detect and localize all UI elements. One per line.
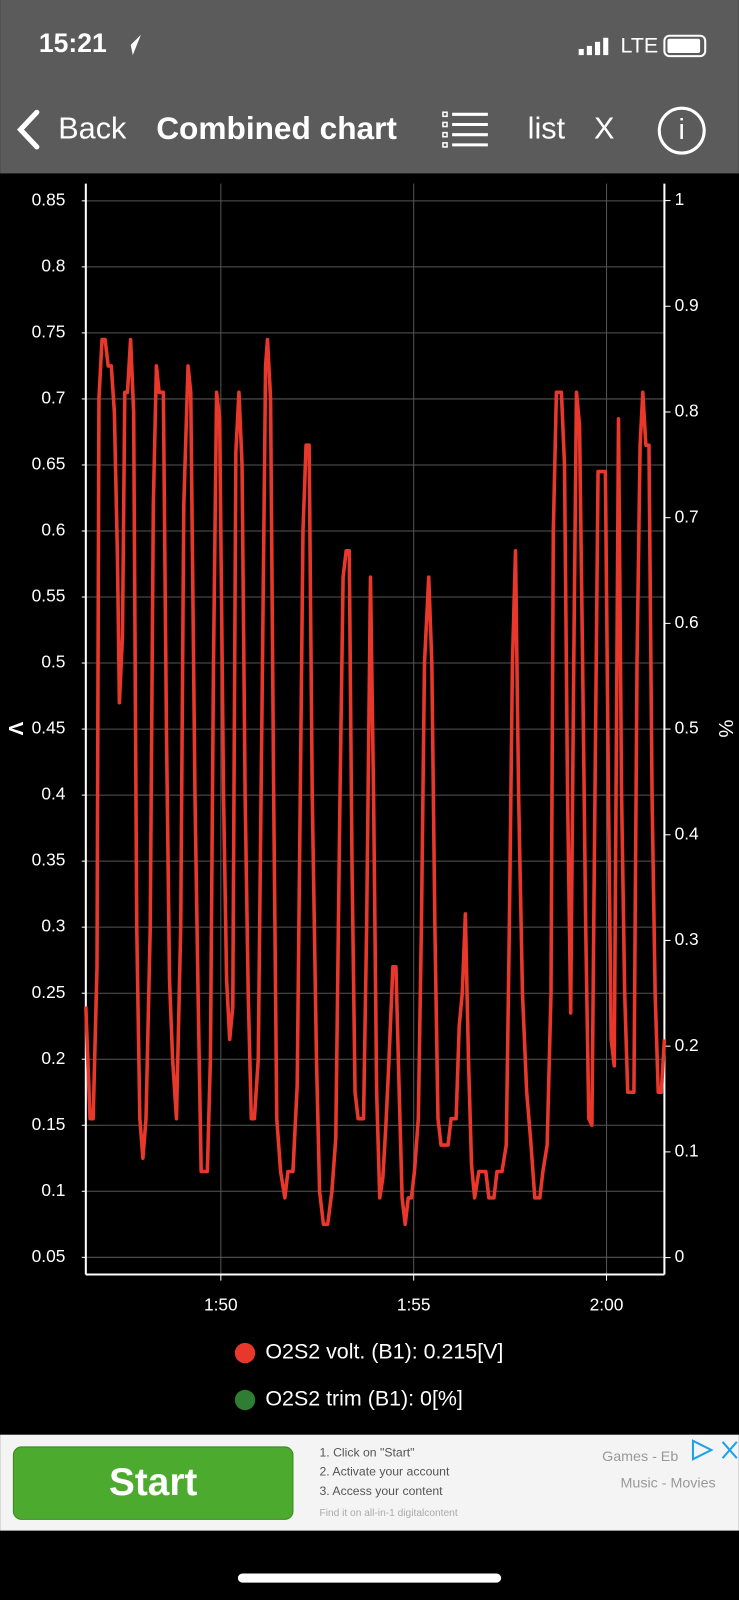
header-bg bbox=[0, 0, 739, 174]
y-tick-label: 0.25 bbox=[32, 982, 66, 1002]
data-line bbox=[84, 337, 667, 1227]
y2-tick-label: 0.2 bbox=[675, 1035, 699, 1055]
y-tick-label: 0.45 bbox=[32, 718, 66, 738]
y-tick-label: 0.5 bbox=[41, 652, 65, 672]
y2-tick-label: 0.6 bbox=[675, 612, 699, 632]
y-tick-label: 0.55 bbox=[32, 586, 66, 606]
y2-tick-label: 0.1 bbox=[675, 1140, 699, 1160]
info-button[interactable]: i bbox=[679, 114, 685, 146]
ad-choices-icon[interactable] bbox=[691, 1439, 714, 1461]
y-tick-label: 0.8 bbox=[41, 255, 65, 275]
ad-close-icon[interactable] bbox=[721, 1441, 738, 1459]
legend-label: O2S2 volt. (B1): 0.215[V] bbox=[265, 1340, 503, 1364]
ad-step: 2. Activate your account bbox=[320, 1465, 450, 1479]
x-tick-label: 1:55 bbox=[397, 1295, 431, 1315]
back-icon[interactable] bbox=[17, 109, 40, 150]
y-tick-label: 0.6 bbox=[41, 520, 65, 540]
y2-tick-label: 1 bbox=[675, 189, 685, 209]
ad-tag: Games - Eb bbox=[602, 1449, 678, 1465]
y-tick-label: 0.75 bbox=[32, 321, 66, 341]
x-tick-label: 1:50 bbox=[204, 1295, 238, 1315]
y-tick-label: 0.35 bbox=[32, 850, 66, 870]
nav-title: Combined chart bbox=[156, 110, 397, 146]
info-icon[interactable] bbox=[657, 106, 706, 155]
y-tick-label: 0.2 bbox=[41, 1048, 65, 1068]
x-tick-label: 2:00 bbox=[590, 1295, 624, 1315]
status-network: LTE bbox=[621, 34, 659, 58]
y2-axis-label: % bbox=[714, 720, 736, 738]
home-indicator bbox=[237, 1573, 502, 1583]
back-button[interactable]: Back bbox=[58, 112, 127, 146]
ad-footer: Find it on all-in-1 digitalcontent bbox=[320, 1508, 458, 1519]
y-tick-label: 0.15 bbox=[32, 1114, 66, 1134]
y2-tick-label: 0.9 bbox=[675, 295, 699, 315]
ad-tag: Music - Movies bbox=[621, 1475, 716, 1491]
list-button[interactable]: list bbox=[528, 112, 566, 146]
y-tick-label: 0.65 bbox=[32, 454, 66, 474]
close-button[interactable]: X bbox=[594, 112, 614, 146]
y2-tick-label: 0.3 bbox=[675, 929, 699, 949]
ad-button[interactable]: Start bbox=[109, 1461, 197, 1504]
battery-level bbox=[667, 38, 701, 54]
status-time: 15:21 bbox=[39, 28, 107, 58]
y2-tick-label: 0.8 bbox=[675, 401, 699, 421]
legend-swatch bbox=[234, 1389, 256, 1411]
y-tick-label: 0.1 bbox=[41, 1180, 65, 1200]
y-tick-label: 0.4 bbox=[41, 784, 65, 804]
signal-icon bbox=[578, 37, 609, 56]
list-icon[interactable] bbox=[442, 111, 488, 148]
y-tick-label: 0.05 bbox=[32, 1246, 66, 1266]
y-axis-label: V bbox=[4, 722, 26, 736]
chart: 0.05 0.1 0.15 0.2 0.25 0.3 0.35 0.4 0.45 0.5 0.55 0… bbox=[32, 183, 699, 1411]
legend-swatch bbox=[234, 1342, 256, 1364]
y2-tick-label: 0 bbox=[675, 1246, 685, 1266]
legend-label: O2S2 trim (B1): 0[%] bbox=[265, 1387, 462, 1411]
battery-icon bbox=[663, 34, 707, 58]
y-tick-label: 0.3 bbox=[41, 916, 65, 936]
ad-step: 1. Click on "Start" bbox=[320, 1445, 415, 1459]
y-tick-label: 0.85 bbox=[32, 189, 66, 209]
ad-step: 3. Access your content bbox=[320, 1484, 444, 1498]
y2-tick-label: 0.5 bbox=[675, 718, 699, 738]
y-tick-label: 0.7 bbox=[41, 388, 65, 408]
ad-button-bg[interactable] bbox=[12, 1446, 294, 1520]
location-icon bbox=[122, 34, 141, 56]
y2-tick-label: 0.4 bbox=[675, 823, 699, 843]
y2-tick-label: 0.7 bbox=[675, 506, 699, 526]
